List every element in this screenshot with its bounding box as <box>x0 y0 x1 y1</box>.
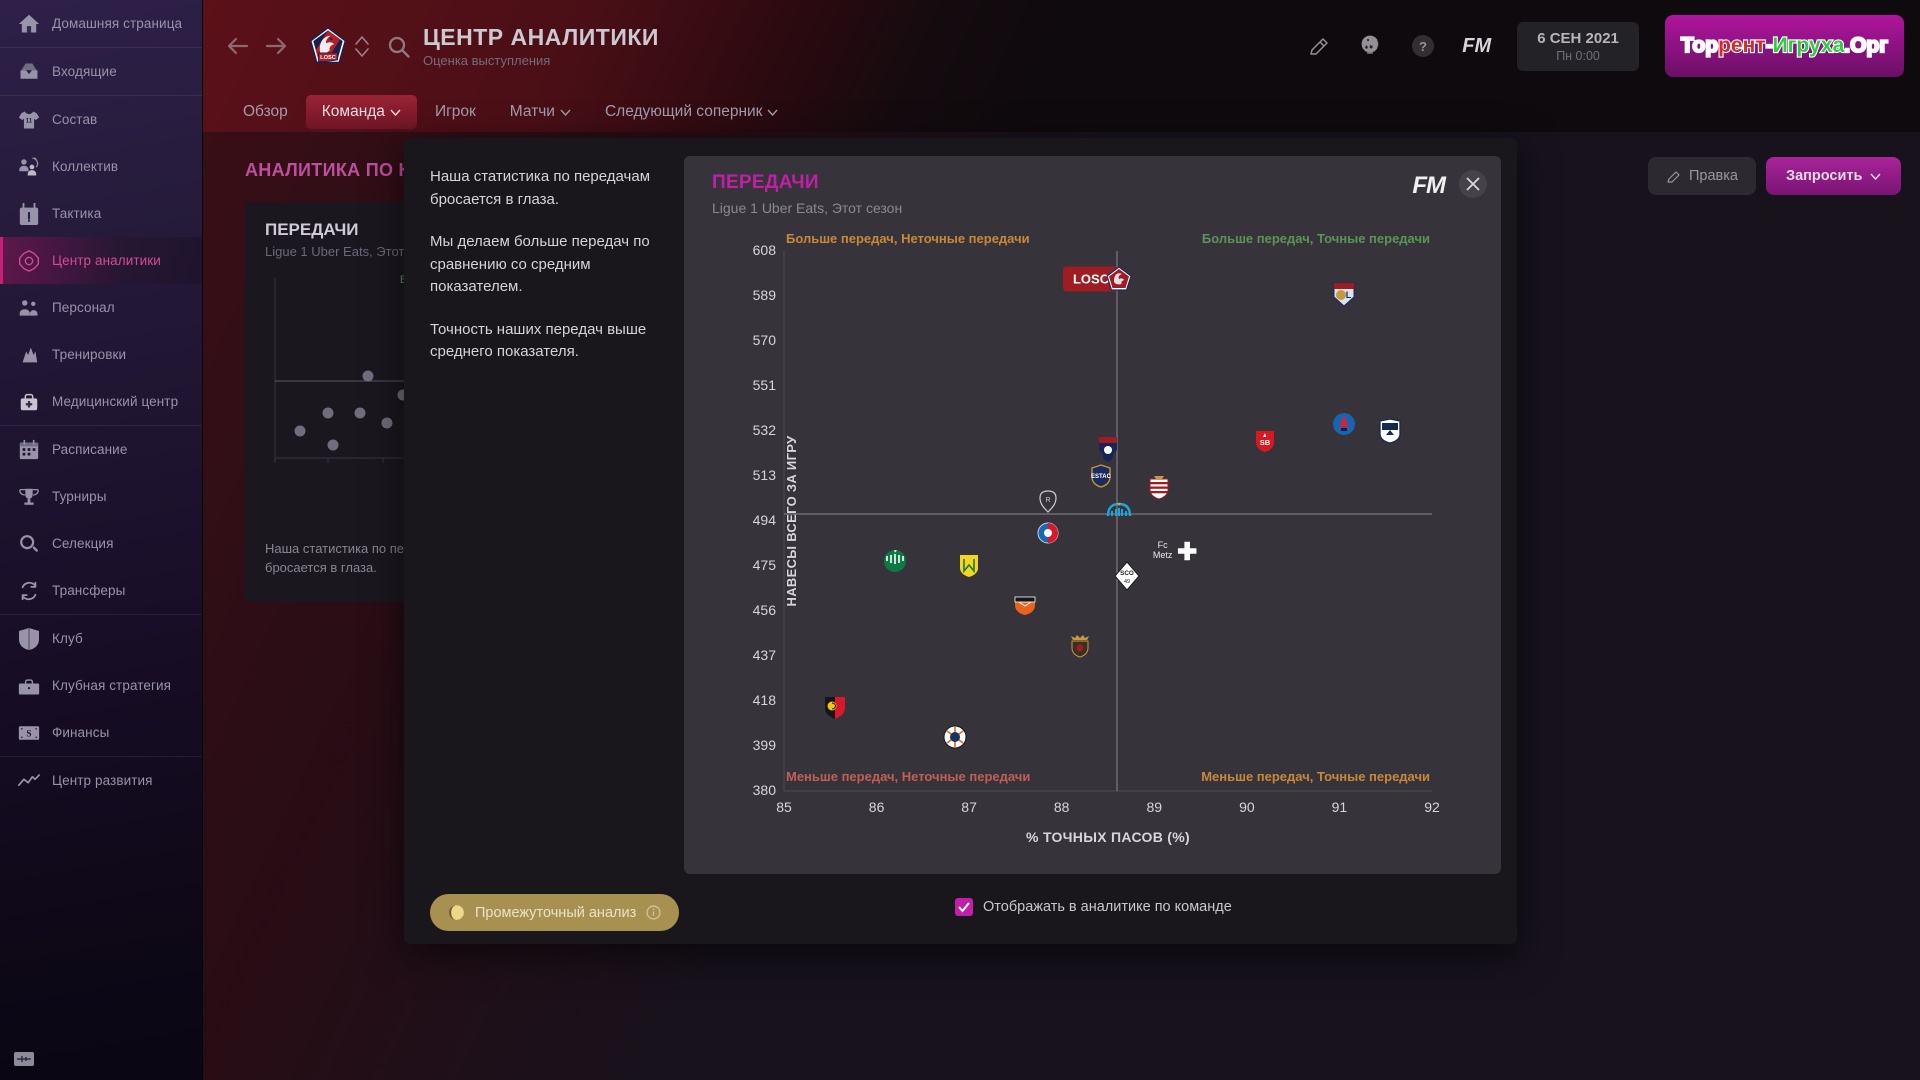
svg-text:11: 11 <box>26 117 33 124</box>
svg-text:SB: SB <box>1260 438 1271 447</box>
svg-text:49: 49 <box>1123 579 1129 585</box>
svg-text:SCO: SCO <box>1120 570 1134 577</box>
svg-text:LOSC: LOSC <box>320 55 336 61</box>
svg-text:R: R <box>1045 497 1050 504</box>
svg-text:L: L <box>1346 290 1352 300</box>
svg-text:?: ? <box>1419 39 1427 54</box>
svg-text:ESTAC: ESTAC <box>1091 474 1112 480</box>
svg-text:S: S <box>26 729 31 739</box>
